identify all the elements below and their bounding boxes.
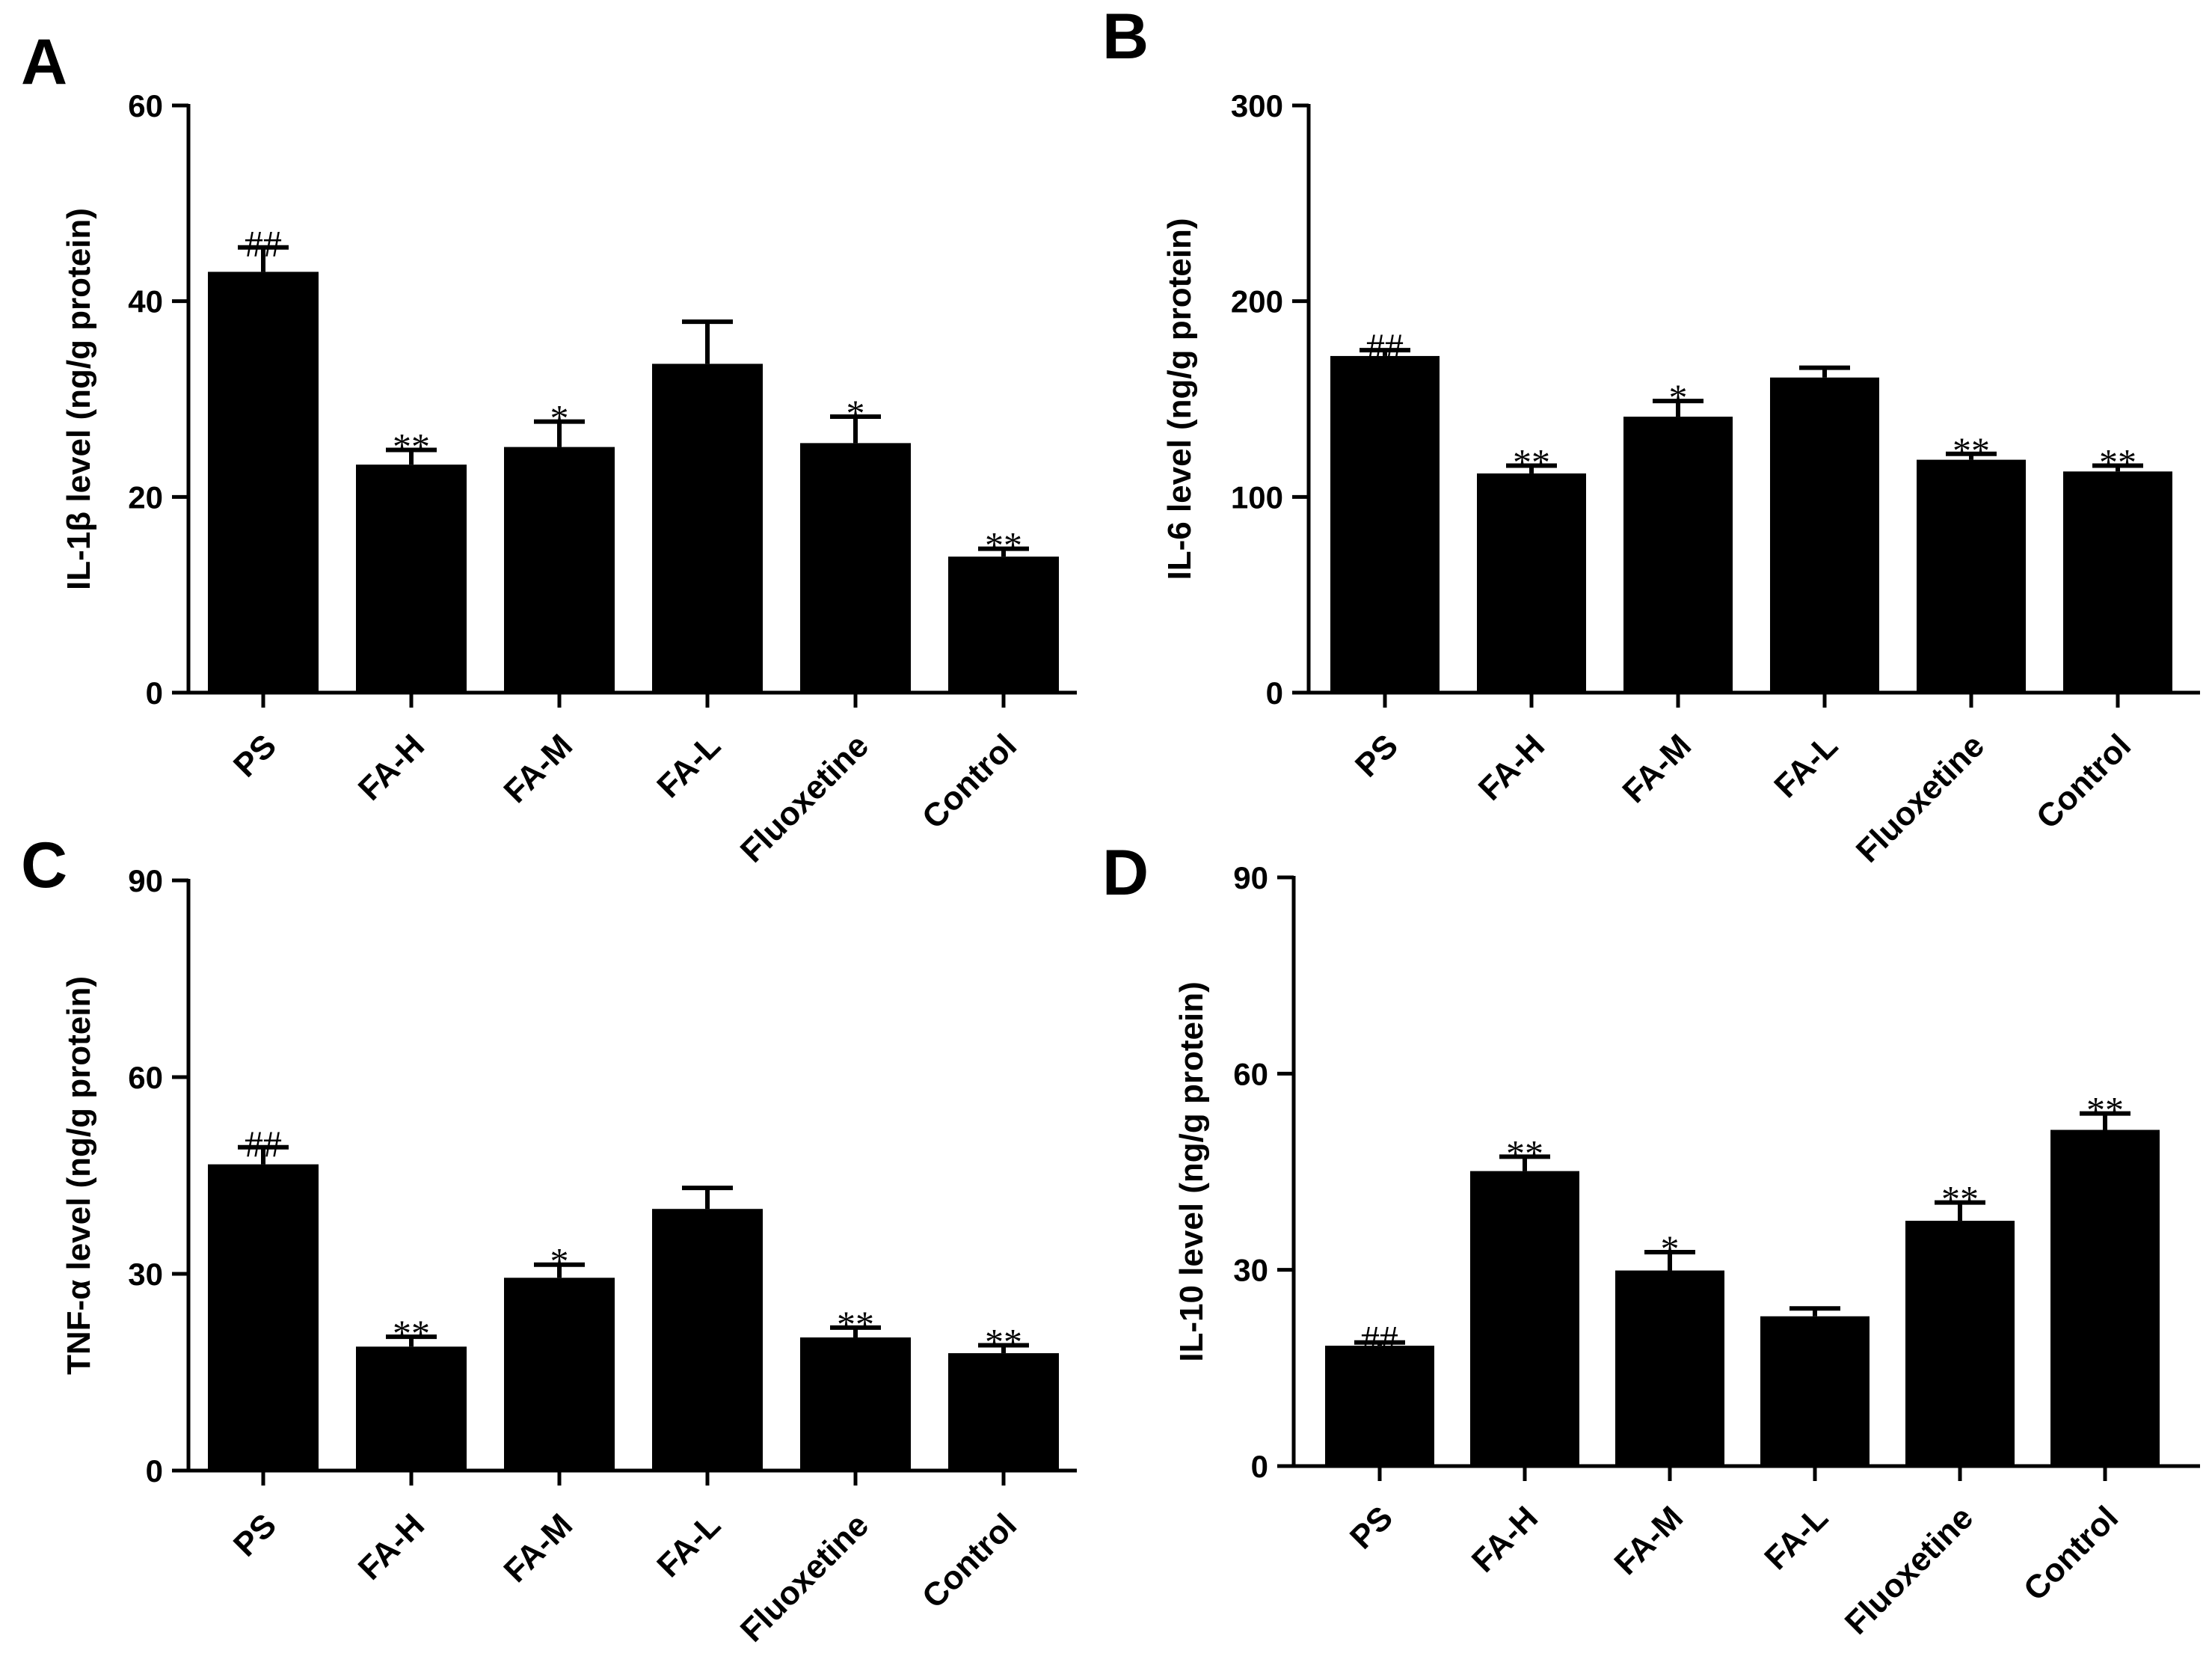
x-tick-label: PS [227, 727, 283, 784]
y-tick-label: 0 [1266, 675, 1283, 711]
panel-d: DIL-10 level (ng/g protein)0306090##PS**… [1102, 837, 2200, 1642]
x-tick-label: Fluoxetine [1838, 1499, 1980, 1641]
x-tick-label: FA-M [497, 727, 580, 810]
x-tick-label: FA-H [351, 1506, 431, 1587]
bar-ps [208, 1164, 319, 1471]
x-tick-label: Fluoxetine [734, 727, 876, 869]
bar-fa-l [652, 364, 763, 693]
bar-fa-h [1477, 473, 1586, 693]
significance-label: ** [393, 1312, 430, 1354]
y-tick-label: 60 [1233, 1056, 1268, 1091]
bar-fluoxetine [1917, 459, 2026, 693]
significance-label: * [1661, 1227, 1680, 1269]
significance-label: ** [1941, 1178, 1979, 1220]
panel-letter: A [21, 26, 67, 98]
y-tick-label: 60 [128, 88, 163, 123]
bar-ps [1330, 355, 1440, 693]
x-tick-label: FA-L [650, 1506, 728, 1584]
y-tick-label: 40 [128, 284, 163, 319]
panel-letter: D [1102, 837, 1149, 909]
x-tick-label: Control [2030, 727, 2138, 836]
x-tick-label: FA-H [351, 727, 431, 807]
panel-letter: C [21, 830, 67, 901]
significance-label: ** [1513, 441, 1550, 482]
x-tick-label: Fluoxetine [734, 1506, 876, 1649]
significance-label: ** [837, 1303, 874, 1345]
x-tick-label: Fluoxetine [1849, 727, 1991, 869]
panel-letter: B [1102, 1, 1149, 73]
x-tick-label: FA-L [1767, 727, 1845, 805]
x-tick-label: Control [2017, 1499, 2125, 1607]
panel-a: AIL-1β level (ng/g protein)0204060##PS**… [21, 26, 1077, 870]
bar-fa-m [504, 447, 615, 693]
bar-control [2050, 1129, 2160, 1466]
bar-fa-m [1623, 417, 1733, 693]
bar-control [2063, 471, 2172, 693]
bar-fa-l [1760, 1316, 1870, 1466]
significance-label: ** [985, 524, 1022, 566]
y-tick-label: 90 [128, 863, 163, 898]
bar-fa-m [1615, 1270, 1724, 1466]
significance-label: ** [2099, 441, 2136, 482]
significance-label: * [1669, 376, 1688, 418]
bar-ps [1325, 1346, 1434, 1466]
bar-fluoxetine [800, 443, 911, 693]
bar-ps [208, 272, 319, 693]
x-tick-label: FA-M [1615, 727, 1698, 810]
y-axis-label: IL-1β level (ng/g protein) [61, 208, 97, 590]
y-axis-label: TNF-α level (ng/g protein) [61, 976, 97, 1375]
bar-control [948, 1353, 1059, 1471]
x-tick-label: FA-M [1607, 1499, 1690, 1582]
y-tick-label: 30 [128, 1257, 163, 1292]
significance-label: * [550, 397, 569, 439]
y-tick-label: 0 [146, 1453, 163, 1489]
significance-label: ## [245, 223, 282, 265]
y-tick-label: 300 [1231, 88, 1283, 123]
y-tick-label: 100 [1231, 479, 1283, 515]
significance-label: ** [985, 1321, 1022, 1363]
significance-label: * [847, 392, 865, 434]
bar-fa-m [504, 1278, 615, 1471]
bar-fa-l [652, 1209, 763, 1471]
bar-fa-h [356, 1346, 467, 1471]
significance-label: ## [245, 1123, 282, 1165]
y-tick-label: 30 [1233, 1253, 1268, 1288]
y-axis-label: IL-6 level (ng/g protein) [1161, 218, 1198, 580]
significance-label: ## [1366, 325, 1404, 367]
bar-fluoxetine [1905, 1221, 2015, 1466]
significance-label: ** [1953, 429, 1990, 471]
x-tick-label: PS [1343, 1499, 1400, 1556]
y-tick-label: 200 [1231, 284, 1283, 319]
y-tick-label: 0 [1251, 1449, 1268, 1484]
bar-fluoxetine [800, 1337, 911, 1471]
x-tick-label: FA-H [1472, 727, 1552, 807]
significance-label: ## [1361, 1318, 1398, 1360]
x-tick-label: FA-L [650, 727, 728, 805]
x-tick-label: FA-M [497, 1506, 580, 1589]
y-tick-label: 60 [128, 1060, 163, 1095]
x-tick-label: PS [1348, 727, 1405, 784]
x-tick-label: Control [915, 1506, 1024, 1615]
y-axis-label: IL-10 level (ng/g protein) [1173, 981, 1210, 1362]
x-tick-label: FA-L [1757, 1499, 1835, 1577]
panel-b: B IL-6 level (ng/g protein) 0 100 200 300 ## PS… [1102, 1, 2200, 870]
bar-fa-h [356, 465, 467, 693]
significance-label: ** [2086, 1089, 2124, 1131]
y-tick-label: 0 [146, 675, 163, 711]
significance-label: * [550, 1240, 569, 1282]
y-tick-label: 90 [1233, 860, 1268, 895]
x-tick-label: Control [915, 727, 1024, 836]
bar-fa-h [1470, 1171, 1579, 1466]
bar-fa-l [1770, 377, 1879, 693]
y-tick-label: 20 [128, 479, 163, 515]
bar-control [948, 557, 1059, 693]
x-tick-label: FA-H [1465, 1499, 1545, 1579]
significance-label: ** [393, 426, 430, 467]
significance-label: ** [1506, 1132, 1543, 1174]
x-tick-label: PS [227, 1506, 283, 1563]
